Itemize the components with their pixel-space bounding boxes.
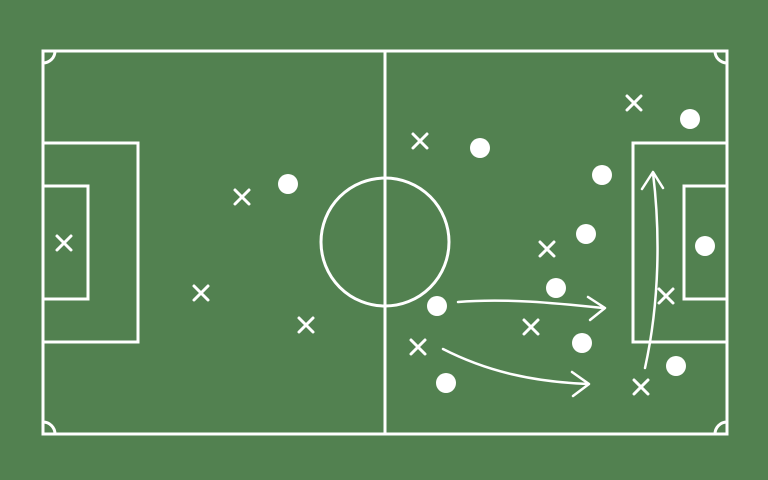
x-mark-icon <box>192 284 210 302</box>
x-mark-icon <box>522 318 540 336</box>
filled-circle-icon <box>546 278 566 298</box>
x-mark-icon <box>233 188 251 206</box>
arrow-shaft <box>441 347 590 386</box>
filled-circle-icon <box>592 165 612 185</box>
filled-circle-icon <box>666 356 686 376</box>
corner-arc-bottom-right <box>713 420 729 436</box>
movement-arrows <box>441 170 665 398</box>
team-crosses <box>55 94 675 396</box>
arrow-shaft <box>456 299 605 310</box>
arrow-head <box>570 370 591 398</box>
corner-arc-bottom-left <box>41 420 57 436</box>
center-circle <box>319 176 451 308</box>
x-mark-icon <box>657 287 675 305</box>
filled-circle-icon <box>427 296 447 316</box>
x-mark-icon <box>538 240 556 258</box>
x-mark-icon <box>625 94 643 112</box>
left-goal-area <box>41 184 90 301</box>
filled-circle-icon <box>576 224 596 244</box>
filled-circle-icon <box>680 109 700 129</box>
x-mark-icon <box>297 316 315 334</box>
x-mark-icon <box>55 234 73 252</box>
team-circles <box>278 109 715 393</box>
x-mark-icon <box>411 132 429 150</box>
filled-circle-icon <box>470 138 490 158</box>
right-goal-area <box>682 184 729 301</box>
corner-arc-top-right <box>713 49 729 65</box>
arrow-head <box>640 170 665 191</box>
x-mark-icon <box>632 378 650 396</box>
filled-circle-icon <box>695 236 715 256</box>
filled-circle-icon <box>572 333 592 353</box>
filled-circle-icon <box>278 174 298 194</box>
arrow-shaft <box>643 171 659 370</box>
corner-arc-top-left <box>41 49 57 65</box>
filled-circle-icon <box>436 373 456 393</box>
arrow-head <box>586 295 607 322</box>
x-mark-icon <box>409 338 427 356</box>
pitch-markings <box>41 49 729 436</box>
